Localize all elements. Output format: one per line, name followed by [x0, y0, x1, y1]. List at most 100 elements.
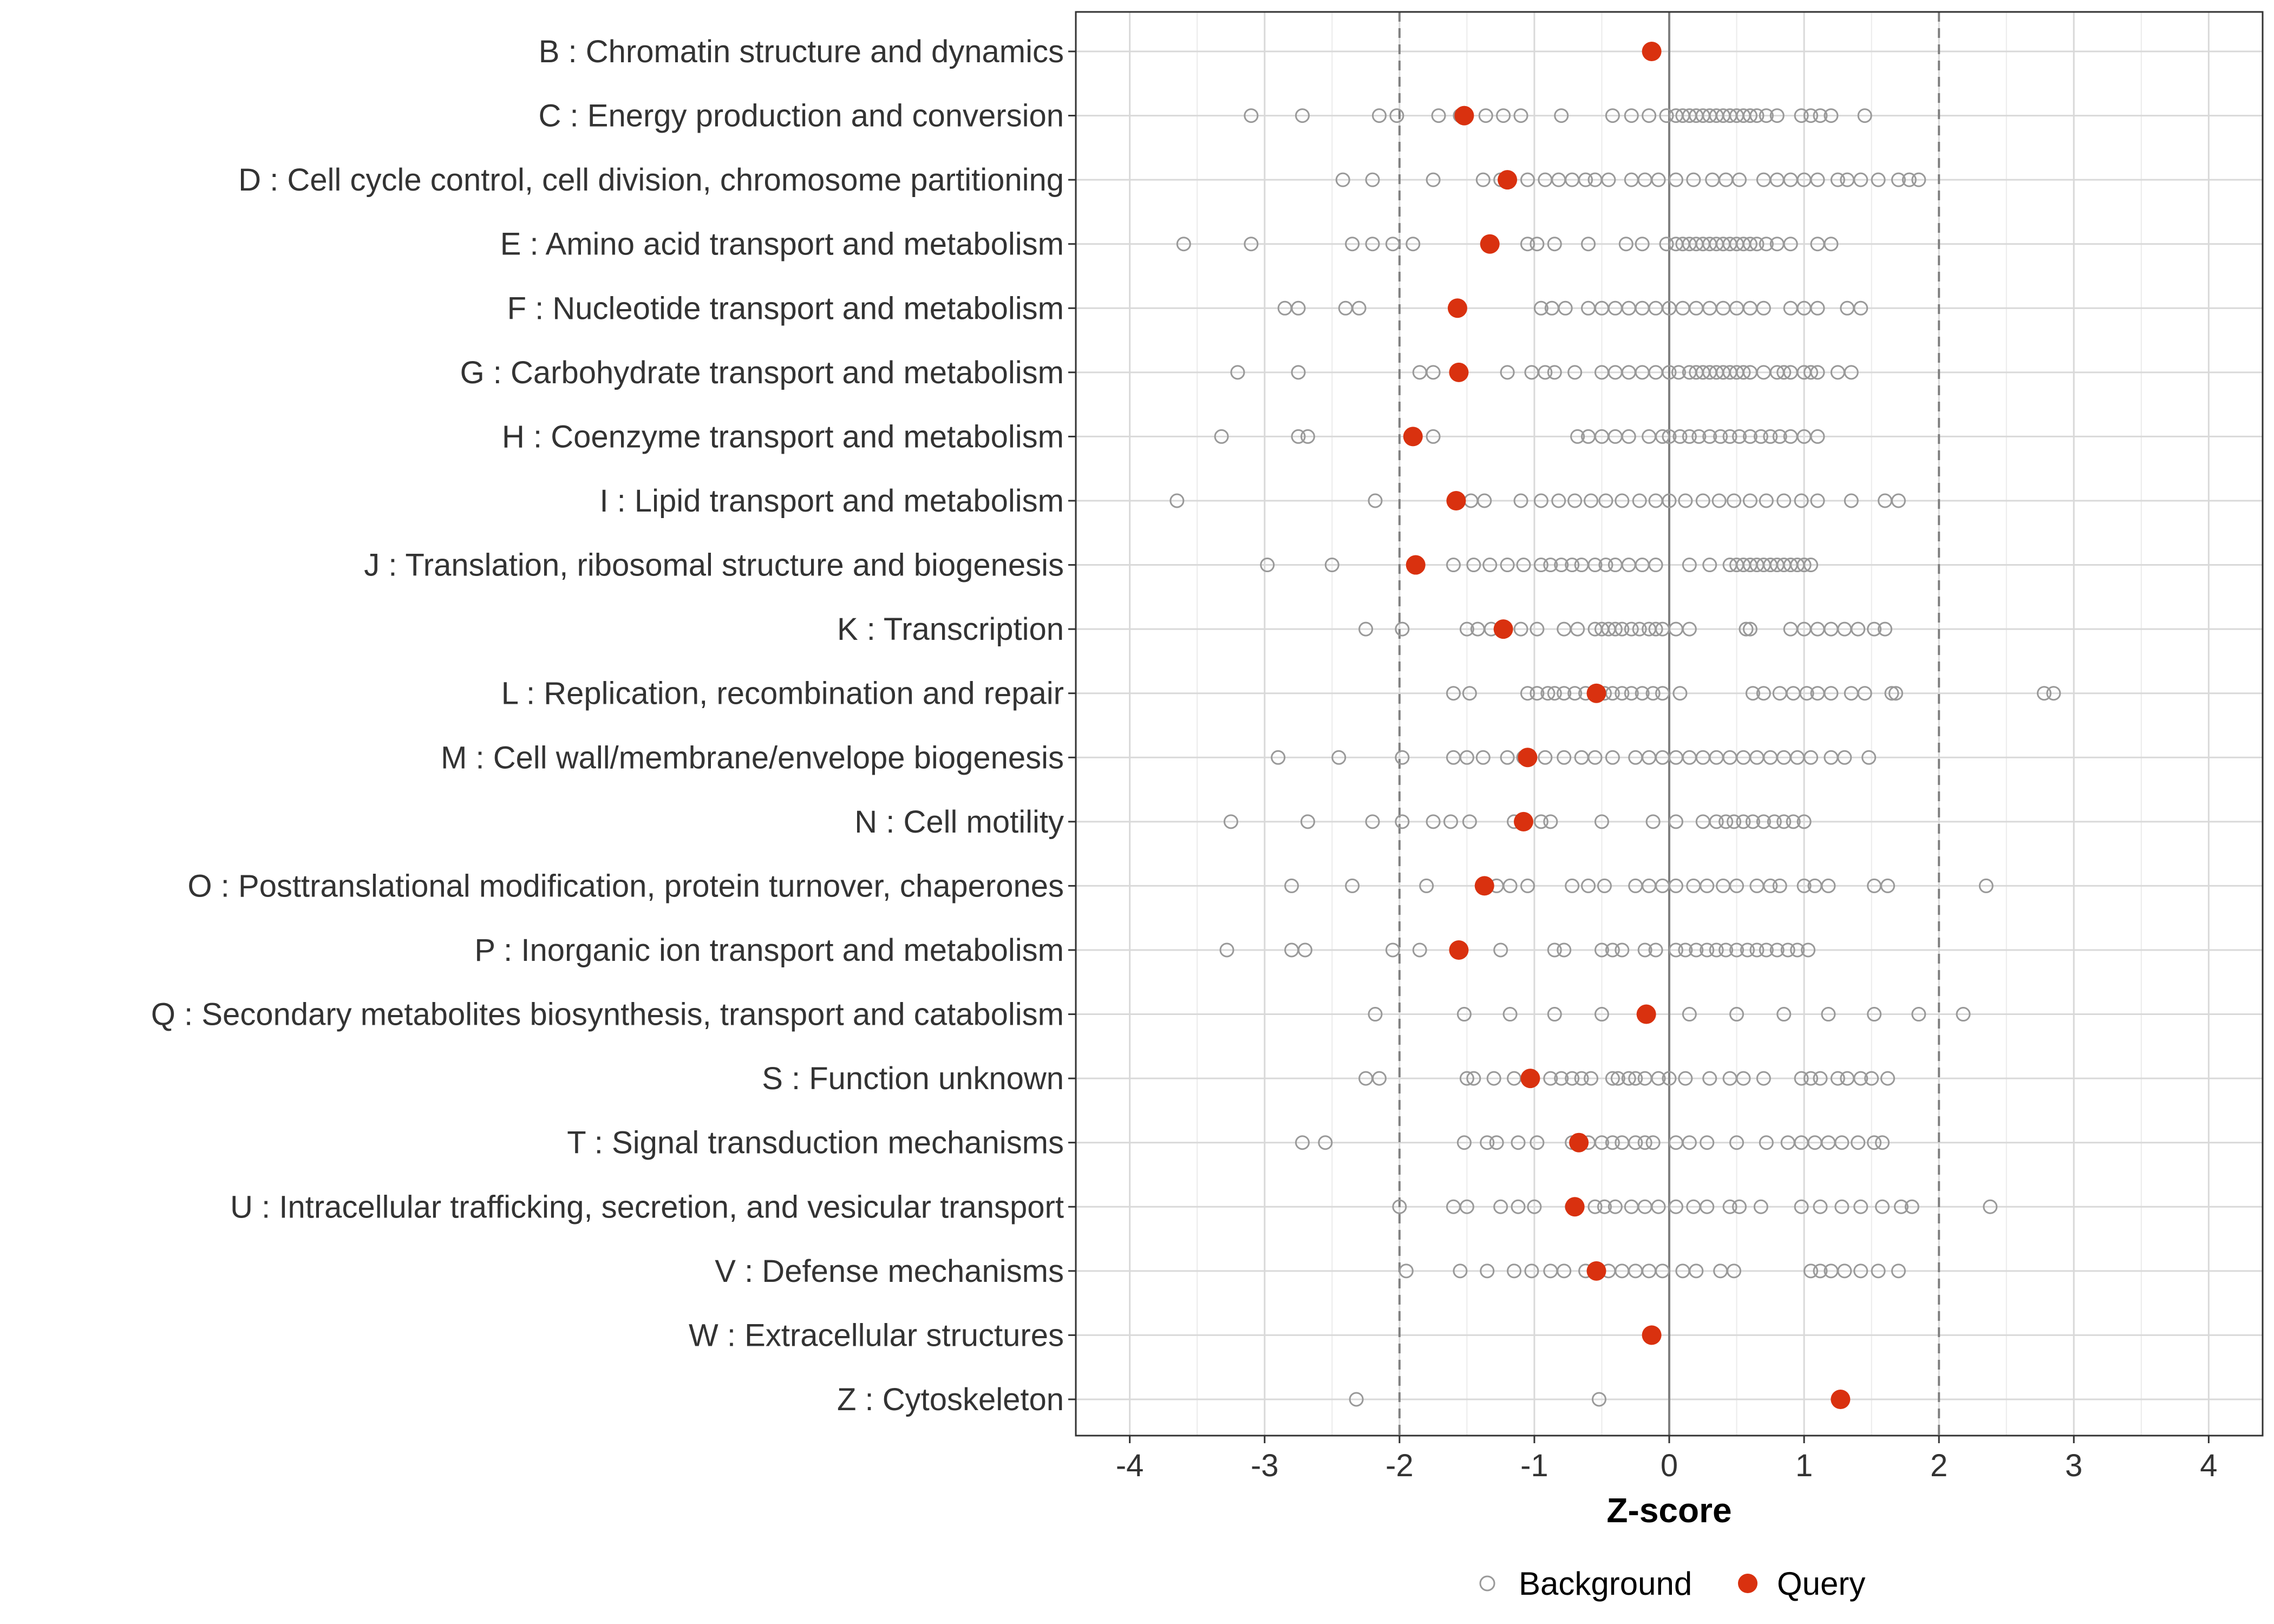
background-point — [1837, 1263, 1852, 1279]
background-point — [1749, 108, 1765, 123]
background-point — [1702, 558, 1717, 573]
background-point — [1891, 493, 1906, 508]
background-point — [1648, 942, 1663, 958]
background-point — [1493, 942, 1508, 958]
background-point — [1878, 621, 1893, 637]
background-point — [1426, 429, 1441, 444]
background-point — [1412, 942, 1427, 958]
background-point — [1349, 1392, 1364, 1407]
background-point — [1659, 237, 1674, 252]
background-point — [1547, 1007, 1562, 1022]
background-point — [1567, 686, 1583, 701]
background-point — [1547, 365, 1562, 380]
background-point — [1318, 1135, 1333, 1150]
background-point — [1668, 1199, 1683, 1214]
background-point — [1578, 172, 1593, 187]
category-label: M : Cell wall/membrane/envelope biogenes… — [441, 740, 1064, 775]
background-point — [1767, 814, 1782, 829]
background-point — [1513, 621, 1528, 637]
background-point — [1459, 750, 1474, 765]
background-point — [1466, 1071, 1481, 1086]
background-point — [1496, 108, 1511, 123]
background-point — [1824, 237, 1839, 252]
background-point — [1790, 942, 1805, 958]
background-point — [1551, 493, 1566, 508]
background-point — [1911, 172, 1926, 187]
background-point — [1371, 108, 1387, 123]
background-point — [1462, 686, 1477, 701]
background-point — [1648, 621, 1663, 637]
background-point — [1904, 1199, 1919, 1214]
background-point — [1732, 1199, 1747, 1214]
background-point — [1608, 621, 1623, 637]
background-point — [1610, 1071, 1625, 1086]
background-point — [1581, 237, 1596, 252]
background-point — [1419, 878, 1434, 893]
background-point — [1395, 814, 1410, 829]
background-point — [1511, 1199, 1526, 1214]
background-point — [1668, 878, 1683, 893]
background-point — [1543, 814, 1558, 829]
background-point — [1739, 621, 1754, 637]
background-point — [1753, 429, 1768, 444]
background-point — [1718, 814, 1734, 829]
background-point — [1271, 750, 1286, 765]
background-point — [1214, 429, 1229, 444]
background-point — [1594, 1135, 1609, 1150]
background-point — [1587, 1199, 1603, 1214]
background-point — [1547, 942, 1562, 958]
query-point — [1520, 1069, 1540, 1089]
background-point — [1662, 429, 1677, 444]
background-point — [1584, 493, 1599, 508]
background-point — [1759, 1135, 1774, 1150]
background-point — [1426, 365, 1441, 380]
background-point — [1540, 686, 1556, 701]
background-point — [1803, 365, 1819, 380]
x-tick-label: -1 — [1520, 1448, 1548, 1483]
query-point — [1569, 1132, 1589, 1152]
background-point — [1477, 493, 1492, 508]
background-point — [1345, 878, 1360, 893]
background-point — [1736, 1071, 1751, 1086]
background-point — [1446, 558, 1461, 573]
query-point — [1474, 876, 1494, 896]
query-point — [1586, 1261, 1606, 1281]
background-point — [1594, 1007, 1609, 1022]
background-point — [1824, 108, 1839, 123]
background-point — [1591, 1392, 1606, 1407]
background-point — [1565, 878, 1580, 893]
background-point — [1570, 429, 1585, 444]
background-point — [1709, 814, 1724, 829]
background-point — [1554, 558, 1569, 573]
background-point — [1459, 1071, 1474, 1086]
background-point — [1810, 493, 1825, 508]
background-point — [1557, 942, 1572, 958]
background-point — [1594, 814, 1609, 829]
background-point — [1796, 558, 1812, 573]
background-point — [1598, 558, 1613, 573]
background-point — [1538, 365, 1553, 380]
background-point — [1615, 493, 1630, 508]
background-point — [1776, 814, 1792, 829]
background-point — [1651, 1071, 1666, 1086]
category-label: F : Nucleotide transport and metabolism — [507, 291, 1064, 326]
background-point — [1700, 1135, 1715, 1150]
background-point — [1853, 1071, 1868, 1086]
background-point — [1530, 237, 1545, 252]
background-point — [1888, 686, 1903, 701]
background-point — [1655, 429, 1670, 444]
background-point — [1700, 878, 1715, 893]
background-points — [1169, 108, 2061, 1407]
x-tick-label: 3 — [2065, 1448, 2082, 1483]
query-point — [1518, 748, 1538, 768]
query-points — [1403, 42, 1851, 1409]
background-point — [1335, 172, 1350, 187]
background-point — [1803, 750, 1819, 765]
background-point — [1597, 1199, 1612, 1214]
query-point — [1493, 619, 1513, 639]
background-point — [1500, 750, 1515, 765]
background-point — [1736, 814, 1751, 829]
background-point — [1776, 365, 1792, 380]
background-point — [1864, 1071, 1879, 1086]
